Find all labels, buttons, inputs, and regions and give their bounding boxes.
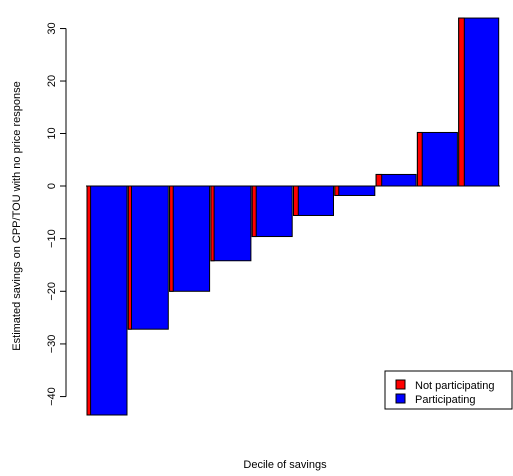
legend-label-1: Not participating <box>415 380 495 392</box>
bar-participating-1 <box>86 185 128 416</box>
y-axis-label: Estimated savings on CPP/TOU with no pri… <box>11 81 23 350</box>
bar-not-participating-8 <box>375 173 383 187</box>
y-axis: −40 −30 −20 −10 0 10 20 30 <box>46 22 67 406</box>
bar-not-participating-1 <box>86 185 92 416</box>
bar-participating-5 <box>251 185 293 238</box>
x-axis-label: Decile of savings <box>243 459 327 471</box>
y-tick-label-6: 20 <box>46 75 58 87</box>
bar-participating-3 <box>169 185 211 292</box>
bar-participating-10 <box>458 17 500 187</box>
bars-group <box>86 17 500 416</box>
bar-participating-2 <box>127 185 169 330</box>
bar-not-participating-6 <box>293 185 299 216</box>
bar-participating-7 <box>334 185 376 196</box>
y-tick-label-3: −10 <box>46 229 58 248</box>
bar-not-participating-5 <box>251 185 257 238</box>
bar-not-participating-9 <box>416 131 423 187</box>
y-tick-label-0: −40 <box>46 387 58 406</box>
bar-participating-4 <box>210 185 252 262</box>
y-tick-label-4: 0 <box>46 183 58 189</box>
bar-participating-6 <box>293 185 334 216</box>
legend-label-2: Participating <box>415 394 476 406</box>
legend: Not participating Participating <box>384 370 513 410</box>
y-tick-label-5: 10 <box>46 127 58 139</box>
legend-box <box>384 370 513 410</box>
bar-not-participating-7 <box>334 185 340 196</box>
legend-swatch-2 <box>395 393 406 404</box>
y-tick-label-7: 30 <box>46 22 58 34</box>
y-tick-label-1: −30 <box>46 335 58 354</box>
bar-not-participating-3 <box>169 185 174 292</box>
y-tick-label-2: −20 <box>46 282 58 301</box>
legend-swatch-1 <box>395 379 406 390</box>
bar-not-participating-4 <box>210 185 215 262</box>
bar-not-participating-2 <box>127 185 133 330</box>
bar-not-participating-10 <box>458 17 465 187</box>
bar-participating-9 <box>416 131 458 187</box>
